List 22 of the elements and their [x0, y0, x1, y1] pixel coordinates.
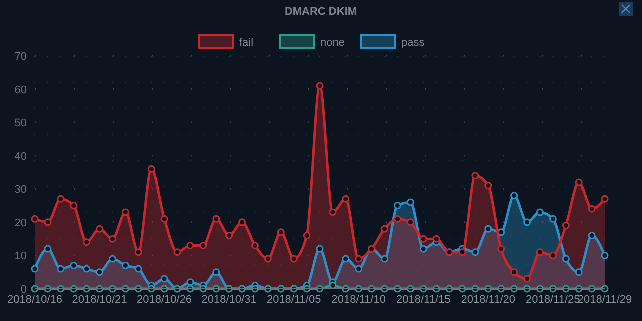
y-tick-label: 20 — [14, 217, 27, 230]
legend-label: none — [320, 37, 345, 49]
y-tick-label: 10 — [14, 250, 27, 263]
y-tick-label: 70 — [14, 51, 27, 63]
x-tick-label: 2018/10/21 — [72, 294, 128, 306]
y-tick-label: 50 — [14, 118, 27, 130]
legend-label: pass — [402, 37, 426, 49]
x-tick-label: 2018/11/29 — [578, 294, 632, 306]
x-tick-label: 2018/11/25 — [526, 294, 580, 306]
x-tick-label: 2018/10/26 — [137, 294, 192, 306]
x-tick-label: 2018/11/05 — [266, 294, 322, 306]
y-tick-label: 0 — [20, 284, 27, 296]
x-tick-label: 2018/11/20 — [461, 294, 516, 306]
chart-title: DMARC DKIM — [284, 6, 358, 18]
y-tick-label: 40 — [14, 150, 27, 163]
x-tick-label: 2018/10/16 — [7, 294, 63, 306]
y-tick-label: 60 — [14, 84, 27, 96]
legend-label: fail — [240, 37, 254, 49]
x-tick-label: 2018/11/10 — [332, 294, 386, 306]
y-tick-label: 30 — [14, 184, 27, 196]
x-tick-label: 2018/11/15 — [396, 294, 451, 306]
x-tick-label: 2018/10/31 — [202, 294, 257, 306]
